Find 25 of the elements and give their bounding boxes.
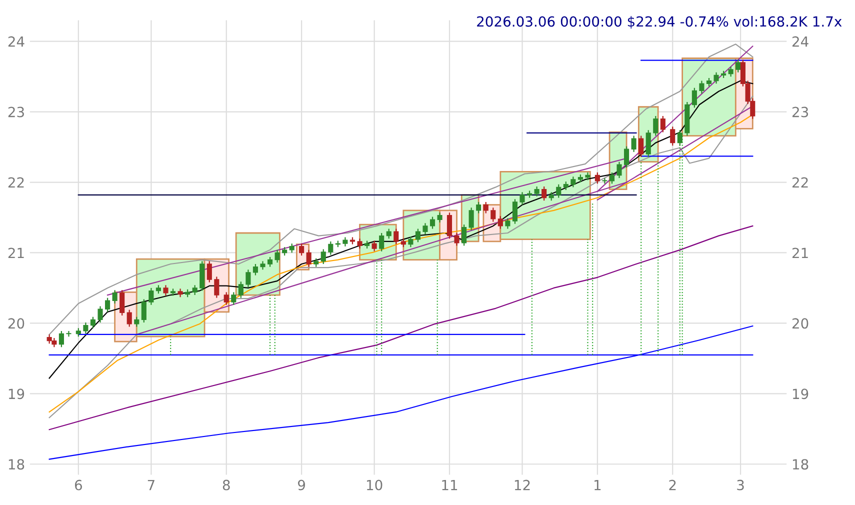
y2-tick-label: 19 <box>792 388 808 400</box>
y2-tick-label: 23 <box>792 106 808 118</box>
y-tick-label: 20 <box>8 318 24 329</box>
y2-tick-label: 22 <box>792 177 808 188</box>
chart-title: 2026.03.06 00:00:00 $22.94 -0.74% vol:168.2K 1.7x <box>477 16 842 29</box>
y-tick-label: 21 <box>8 248 24 258</box>
x-tick-label: 12 <box>514 480 530 490</box>
y-tick-label: 19 <box>8 388 24 400</box>
y-tick-label: 24 <box>8 36 24 47</box>
x-tick-label: 1 <box>594 480 601 490</box>
y-tick-label: 23 <box>8 106 24 118</box>
y-tick-label: 22 <box>8 177 24 188</box>
x-tick-label: 9 <box>298 480 305 490</box>
x-tick-label: 2 <box>669 480 676 490</box>
y2-tick-label: 24 <box>792 36 808 47</box>
x-tick-label: 10 <box>367 480 382 490</box>
x-tick-label: 8 <box>222 480 230 490</box>
x-tick-label: 11 <box>442 480 458 490</box>
y2-tick-label: 21 <box>792 248 808 258</box>
y2-tick-label: 18 <box>792 459 808 470</box>
y-tick-label: 18 <box>8 459 24 470</box>
x-tick-label: 6 <box>74 480 82 490</box>
y2-tick-label: 20 <box>792 318 808 329</box>
x-tick-label: 3 <box>737 480 744 490</box>
x-tick-label: 7 <box>148 480 154 490</box>
